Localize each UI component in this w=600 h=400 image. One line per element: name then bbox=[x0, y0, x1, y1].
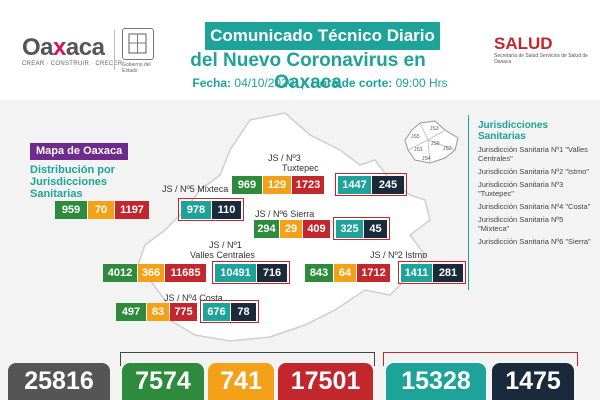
stat-navy: 45 bbox=[364, 220, 387, 238]
total-teal: 15328 bbox=[386, 363, 486, 400]
oaxaca-logo: Oaxaca bbox=[22, 34, 105, 61]
map-title: Mapa de Oaxaca bbox=[30, 143, 129, 160]
stat-navy: 110 bbox=[212, 201, 241, 219]
stat-teal: 676 bbox=[203, 303, 230, 321]
date-line: Fecha: 04/10/2020 | Hora de corte: 09:00… bbox=[192, 76, 448, 90]
stat-navy: 716 bbox=[257, 264, 287, 282]
mini-map-icon: JS3 JS5 JS6 JS1 JS2 JS4 bbox=[404, 120, 459, 164]
list-item: Jurisdicción Sanitaria Nº3 "Tuxtepec" bbox=[478, 180, 564, 198]
stat-orange: 64 bbox=[334, 264, 356, 282]
list-item: Jurisdicción Sanitaria Nº1 "Valles Centr… bbox=[478, 145, 588, 163]
jurisdictions-list: Jurisdicción Sanitaria Nº1 "Valles Centr… bbox=[478, 145, 596, 250]
stat-red: 1712 bbox=[357, 264, 390, 282]
mini-map-label: JS2 bbox=[443, 146, 452, 152]
stat-orange: 70 bbox=[88, 201, 114, 219]
stat-teal: 10491 bbox=[215, 264, 256, 282]
stat-red: 1197 bbox=[115, 201, 149, 219]
region-label: JS / Nº1 bbox=[209, 240, 242, 250]
region-label: JS / Nº6 Sierra bbox=[255, 209, 315, 219]
region-frame bbox=[178, 198, 244, 221]
region-label: JS / Nº5 Mixteca bbox=[162, 184, 229, 194]
region-frame bbox=[212, 261, 290, 284]
list-divider bbox=[468, 115, 469, 290]
stat-green: 843 bbox=[305, 264, 333, 282]
mini-map-label: JS1 bbox=[414, 147, 423, 153]
page-subtitle: del Nuevo Coronavirus en Oaxaca bbox=[190, 50, 426, 93]
totals-bracket bbox=[120, 352, 375, 366]
total-red: 17501 bbox=[278, 363, 373, 400]
stat-green: 959 bbox=[55, 201, 87, 219]
region-label-2: Tuxtepec bbox=[282, 163, 319, 173]
stat-green: 969 bbox=[232, 176, 262, 194]
stat-orange: 83 bbox=[147, 303, 169, 321]
region-frame bbox=[333, 217, 390, 240]
stat-navy: 281 bbox=[433, 264, 463, 282]
totals-bracket bbox=[383, 352, 578, 366]
region-label: JS / Nº4 Costa bbox=[164, 293, 223, 303]
salud-caption: Secretaría de Salud Servicios de Salud d… bbox=[494, 53, 588, 65]
map-subtitle: Distribución por Jurisdicciones Sanitari… bbox=[30, 164, 115, 200]
region-label: JS / Nº2 Istmo bbox=[370, 250, 428, 260]
state-seal-icon bbox=[122, 28, 154, 60]
mini-map-label: JS6 bbox=[431, 141, 440, 147]
total-green: 7574 bbox=[122, 363, 204, 400]
stat-orange: 129 bbox=[263, 176, 291, 194]
stat-teal: 325 bbox=[336, 220, 363, 238]
list-item: Jurisdicción Sanitaria Nº2 "Istmo" bbox=[478, 167, 590, 176]
stat-navy: 78 bbox=[231, 303, 256, 321]
total-grey: 25816 bbox=[8, 363, 110, 400]
stat-orange: 366 bbox=[138, 264, 164, 282]
region-label-2: Valles Centrales bbox=[190, 250, 255, 260]
total-navy: 1475 bbox=[492, 363, 574, 400]
salud-logo: SALUD bbox=[494, 34, 553, 53]
stat-red: 1723 bbox=[292, 176, 324, 194]
list-item: Jurisdicción Sanitaria Nº4 "Costa" bbox=[478, 202, 591, 211]
stat-navy: 245 bbox=[372, 176, 404, 194]
header-divider bbox=[114, 30, 115, 70]
stat-teal: 1411 bbox=[401, 264, 432, 282]
mini-map-label: JS4 bbox=[422, 156, 431, 162]
stat-teal: 978 bbox=[181, 201, 211, 219]
stat-red: 409 bbox=[303, 220, 330, 238]
stat-green: 4012 bbox=[103, 264, 137, 282]
stat-green: 497 bbox=[116, 303, 146, 321]
logo-tagline: CREAR · CONSTRUIR · CRECER bbox=[22, 61, 123, 67]
mini-map-label: JS5 bbox=[411, 134, 420, 140]
stat-teal: 1447 bbox=[338, 176, 371, 194]
mini-map-label: JS3 bbox=[430, 126, 439, 132]
list-item: Jurisdicción Sanitaria Nº5 "Mixteca" bbox=[478, 215, 564, 233]
total-orange: 741 bbox=[208, 363, 274, 400]
jurisdictions-title: Jurisdicciones Sanitarias bbox=[478, 120, 549, 142]
page-title: Comunicado Técnico Diario bbox=[205, 22, 440, 50]
stat-red: 11685 bbox=[165, 264, 206, 282]
region-frame bbox=[335, 173, 407, 196]
header bbox=[0, 0, 600, 100]
region-frame bbox=[200, 300, 259, 323]
stat-orange: 29 bbox=[280, 220, 302, 238]
stat-red: 775 bbox=[170, 303, 197, 321]
seal-caption: Gobierno del Estado bbox=[122, 62, 151, 74]
stat-green: 294 bbox=[254, 220, 279, 238]
region-frame bbox=[398, 261, 466, 284]
list-item: Jurisdicción Sanitaria Nº6 "Sierra" bbox=[478, 237, 591, 246]
region-label: JS / Nº3 bbox=[268, 153, 301, 163]
